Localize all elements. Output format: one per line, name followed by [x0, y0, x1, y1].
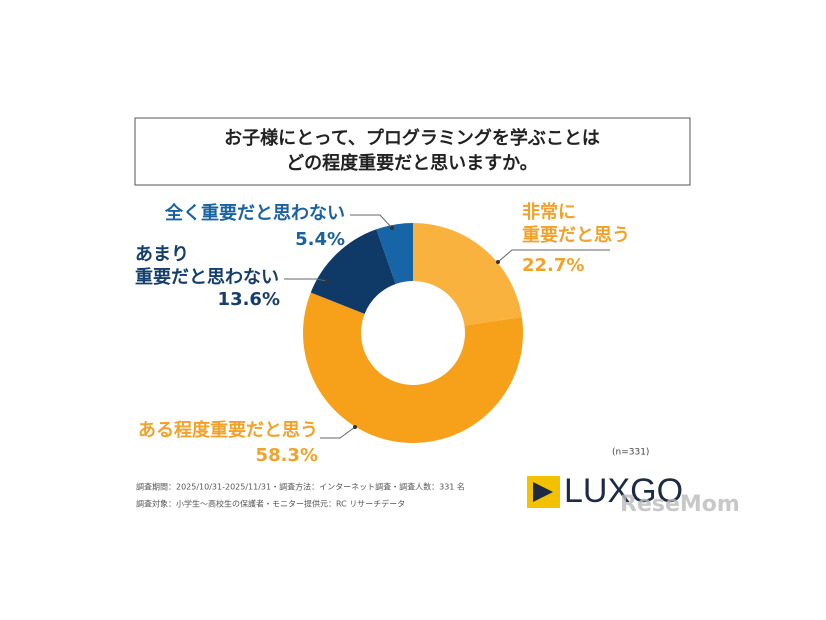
donut-slice	[302, 292, 523, 443]
logo-text: LUXGO	[564, 472, 683, 510]
chart-title: お子様にとって、プログラミングを学ぶことは	[224, 127, 600, 149]
chart-title: どの程度重要だと思いますか。	[286, 152, 538, 174]
donut-slice	[413, 223, 522, 326]
value-label: 22.7%	[522, 255, 584, 276]
value-label: 58.3%	[256, 445, 318, 466]
category-label: 重要だと思わない	[135, 266, 279, 288]
logo-arrow	[533, 482, 553, 502]
footnote: 調査期間：2025/10/31-2025/11/31・調査方法：インターネット調…	[136, 482, 465, 492]
value-label: 5.4%	[295, 229, 345, 250]
footnote: 調査対象：小学生～高校生の保護者・モニター提供元：RC リサーチデータ	[136, 499, 405, 509]
leader-dot	[325, 279, 329, 283]
category-label: あまり	[135, 244, 189, 265]
category-label: 重要だと思う	[522, 224, 630, 246]
leader-line	[284, 278, 328, 282]
category-label: 全く重要だと思わない	[164, 202, 345, 224]
leader-line	[350, 214, 393, 229]
leader-dot	[390, 226, 394, 230]
sample-note: (n=331)	[612, 448, 649, 458]
leader-dot	[496, 260, 500, 264]
value-label: 13.6%	[218, 289, 280, 310]
leader-line	[497, 249, 610, 263]
logo: LUXGO	[527, 472, 683, 510]
donut-slice	[376, 223, 413, 284]
category-label: 非常に	[522, 201, 576, 223]
watermark: ReseMom	[620, 492, 740, 517]
title-box	[134, 117, 691, 186]
donut-slice	[310, 229, 396, 314]
leader-line	[320, 426, 356, 439]
category-label: ある程度重要だと思う	[138, 419, 318, 441]
leader-dot	[353, 425, 357, 429]
